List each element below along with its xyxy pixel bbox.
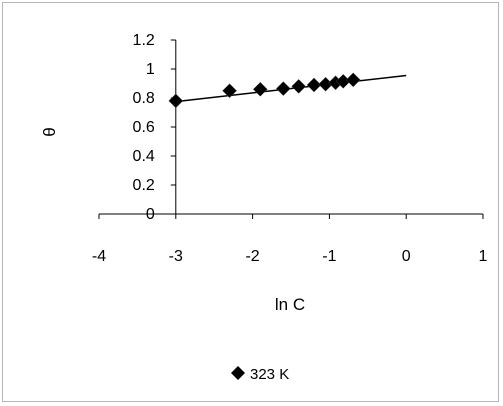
x-tick-label: -3 [169,248,183,265]
x-tick-label: 0 [402,248,411,265]
x-tick-label: -1 [322,248,336,265]
data-point [252,81,268,97]
y-tick-label: 0.6 [133,119,155,136]
legend-label: 323 K [250,366,289,383]
chart-frame [2,2,499,402]
y-tick-label: 0 [146,206,155,223]
y-tick-label: 0.8 [133,90,155,107]
x-tick-label: -2 [245,248,259,265]
data-points [168,72,361,109]
x-axis-title: ln C [275,295,305,314]
y-tick-label: 1.2 [133,32,155,49]
legend-marker-diamond-icon [231,366,245,380]
tick-labels: 0 0.2 0.4 0.6 0.8 1 1.2 -4 -3 -2 -1 0 1 [92,32,488,265]
x-tick-label: 1 [479,248,488,265]
data-point [345,72,361,88]
axes [98,39,484,219]
legend: 323 K [231,366,289,383]
data-point [168,93,184,109]
trendline [175,74,407,103]
x-tick-label: -4 [92,248,106,265]
data-point [291,79,307,94]
trendline-line [175,74,407,103]
data-point [222,83,237,99]
y-axis-title: θ [40,127,59,136]
y-tick-label: 0.4 [133,148,155,165]
data-point [306,77,322,93]
y-tick-label: 0.2 [133,177,155,194]
y-tick-label: 1 [146,61,155,78]
data-point [275,81,291,96]
